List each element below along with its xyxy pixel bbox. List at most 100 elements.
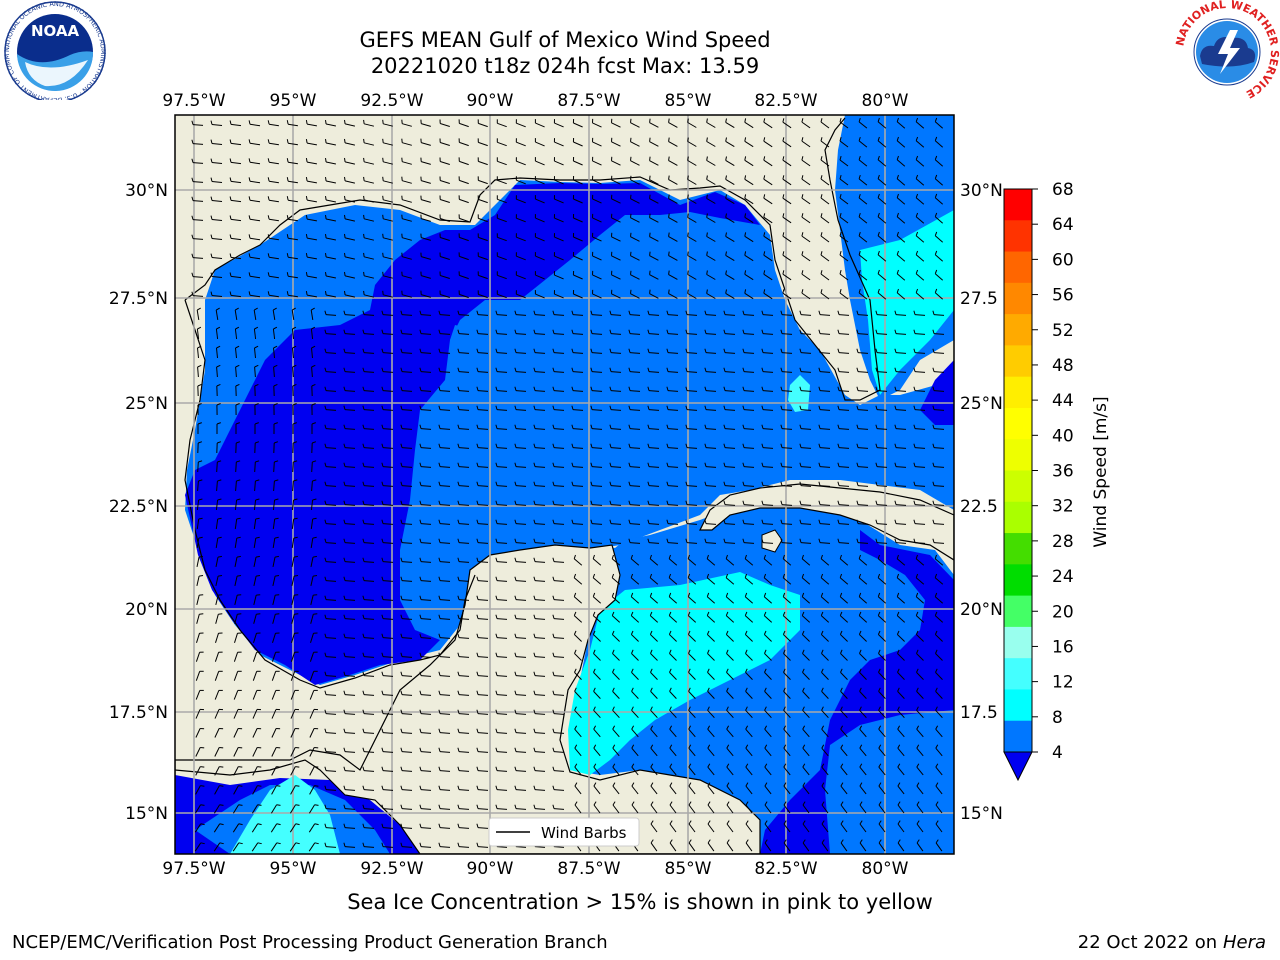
wind-barb-flag: [476, 348, 479, 353]
wind-barb: [687, 179, 697, 185]
wind-barb: [593, 634, 601, 642]
wind-barb: [439, 637, 451, 639]
wind-barb-flag: [612, 801, 616, 806]
lat-labels-right: 30°N 27.5 25°N 22.5 20°N 17.5 15°N: [960, 181, 1003, 824]
wind-barb-flag: [685, 424, 688, 429]
wind-barb-flag: [286, 158, 289, 163]
wind-barb-flag: [858, 136, 861, 142]
wind-barb: [669, 766, 677, 776]
wind-barb-flag: [476, 500, 479, 505]
wind-barb-flag: [593, 744, 597, 749]
wind-barb-flag: [382, 290, 384, 295]
wind-barb-flag: [820, 194, 823, 199]
wind-barb-flag: [647, 443, 650, 448]
lon-label-bottom: 87.5°W: [557, 859, 620, 879]
wind-barb-flag: [707, 668, 710, 673]
wind-barb: [288, 294, 298, 298]
wind-barb: [935, 842, 943, 852]
wind-barb: [344, 485, 356, 487]
wind-barb-flag: [821, 725, 825, 730]
wind-barb: [420, 770, 432, 772]
wind-barb: [307, 199, 317, 203]
wind-barb: [896, 615, 906, 623]
wind-barb: [420, 675, 432, 677]
wind-barb: [573, 577, 583, 585]
wind-barb-flag: [292, 422, 297, 425]
wind-barb: [648, 428, 660, 430]
wind-barb: [802, 804, 810, 814]
wind-barb: [459, 141, 469, 147]
wind-barb-flag: [897, 706, 900, 711]
wind-barb-flag: [839, 611, 843, 616]
wind-barb-flag: [381, 785, 384, 790]
wind-barb: [648, 542, 660, 544]
wind-barb-flag: [915, 117, 919, 122]
wind-barb: [515, 694, 527, 696]
wind-barb: [289, 804, 297, 814]
wind-barb-flag: [666, 348, 669, 353]
wind-barb: [686, 504, 698, 506]
wind-barb: [763, 596, 773, 604]
wind-barb-flag: [495, 709, 498, 714]
wind-barb: [230, 180, 242, 184]
wind-barb-flag: [704, 462, 707, 467]
wind-barb-flag: [267, 139, 270, 144]
wind-barb: [934, 596, 944, 604]
wind-barb-flag: [381, 367, 384, 372]
wind-barb: [572, 409, 584, 411]
colorbar-swatch: [1004, 595, 1032, 628]
wind-barb-flag: [707, 649, 710, 654]
wind-barb-flag: [254, 422, 259, 425]
wind-barb: [820, 121, 830, 129]
wind-barb-flag: [896, 136, 899, 141]
wind-barb: [288, 218, 298, 222]
wind-barb-flag: [612, 649, 615, 654]
wind-barb-flag: [267, 272, 270, 277]
wind-barb-flag: [343, 633, 346, 638]
wind-barb-flag: [612, 725, 616, 730]
wind-barb-flag: [668, 611, 672, 616]
wind-barb-flag: [305, 158, 308, 163]
wind-barb: [515, 751, 527, 753]
wind-barb-flag: [590, 329, 593, 334]
wind-barb: [458, 599, 470, 601]
wind-barb-flag: [859, 687, 862, 692]
wind-barb-flag: [647, 405, 650, 410]
wind-barb-flag: [782, 611, 786, 616]
wind-barb: [802, 842, 810, 852]
wind-barb-flag: [858, 155, 861, 161]
wind-barb-flag: [913, 310, 916, 315]
wind-barb: [516, 141, 526, 147]
wind-barb-flag: [723, 386, 726, 391]
wind-barb: [706, 236, 716, 242]
wind-barb-flag: [915, 554, 918, 559]
wind-barb: [611, 274, 621, 280]
wind-barb: [667, 333, 679, 335]
wind-barb-flag: [255, 536, 260, 539]
wind-barb-flag: [457, 348, 460, 353]
wind-barb: [782, 178, 792, 186]
wind-barb-flag: [196, 307, 201, 311]
colorbar-swatch: [1004, 345, 1032, 378]
wind-barb: [401, 466, 413, 468]
wind-barb: [592, 122, 602, 128]
wind-barb: [781, 447, 793, 449]
wind-barb-flag: [704, 424, 707, 429]
wind-barb-flag: [782, 213, 785, 218]
wind-barb-flag: [630, 232, 632, 237]
wind-barb: [269, 180, 279, 184]
wind-barb: [192, 162, 204, 164]
wind-barb: [935, 747, 943, 757]
wind-barb: [309, 785, 315, 795]
wind-barb: [271, 728, 277, 738]
wind-barb-flag: [934, 231, 938, 236]
wind-barb-flag: [764, 839, 768, 844]
wind-barb: [839, 178, 849, 186]
wind-barb: [840, 728, 848, 738]
wind-barb: [311, 366, 313, 378]
wind-barb-flag: [935, 725, 939, 730]
wind-barb-flag: [877, 212, 880, 217]
wind-barb-flag: [688, 725, 692, 730]
wind-barb: [308, 804, 316, 814]
wind-barb-flag: [858, 554, 861, 559]
